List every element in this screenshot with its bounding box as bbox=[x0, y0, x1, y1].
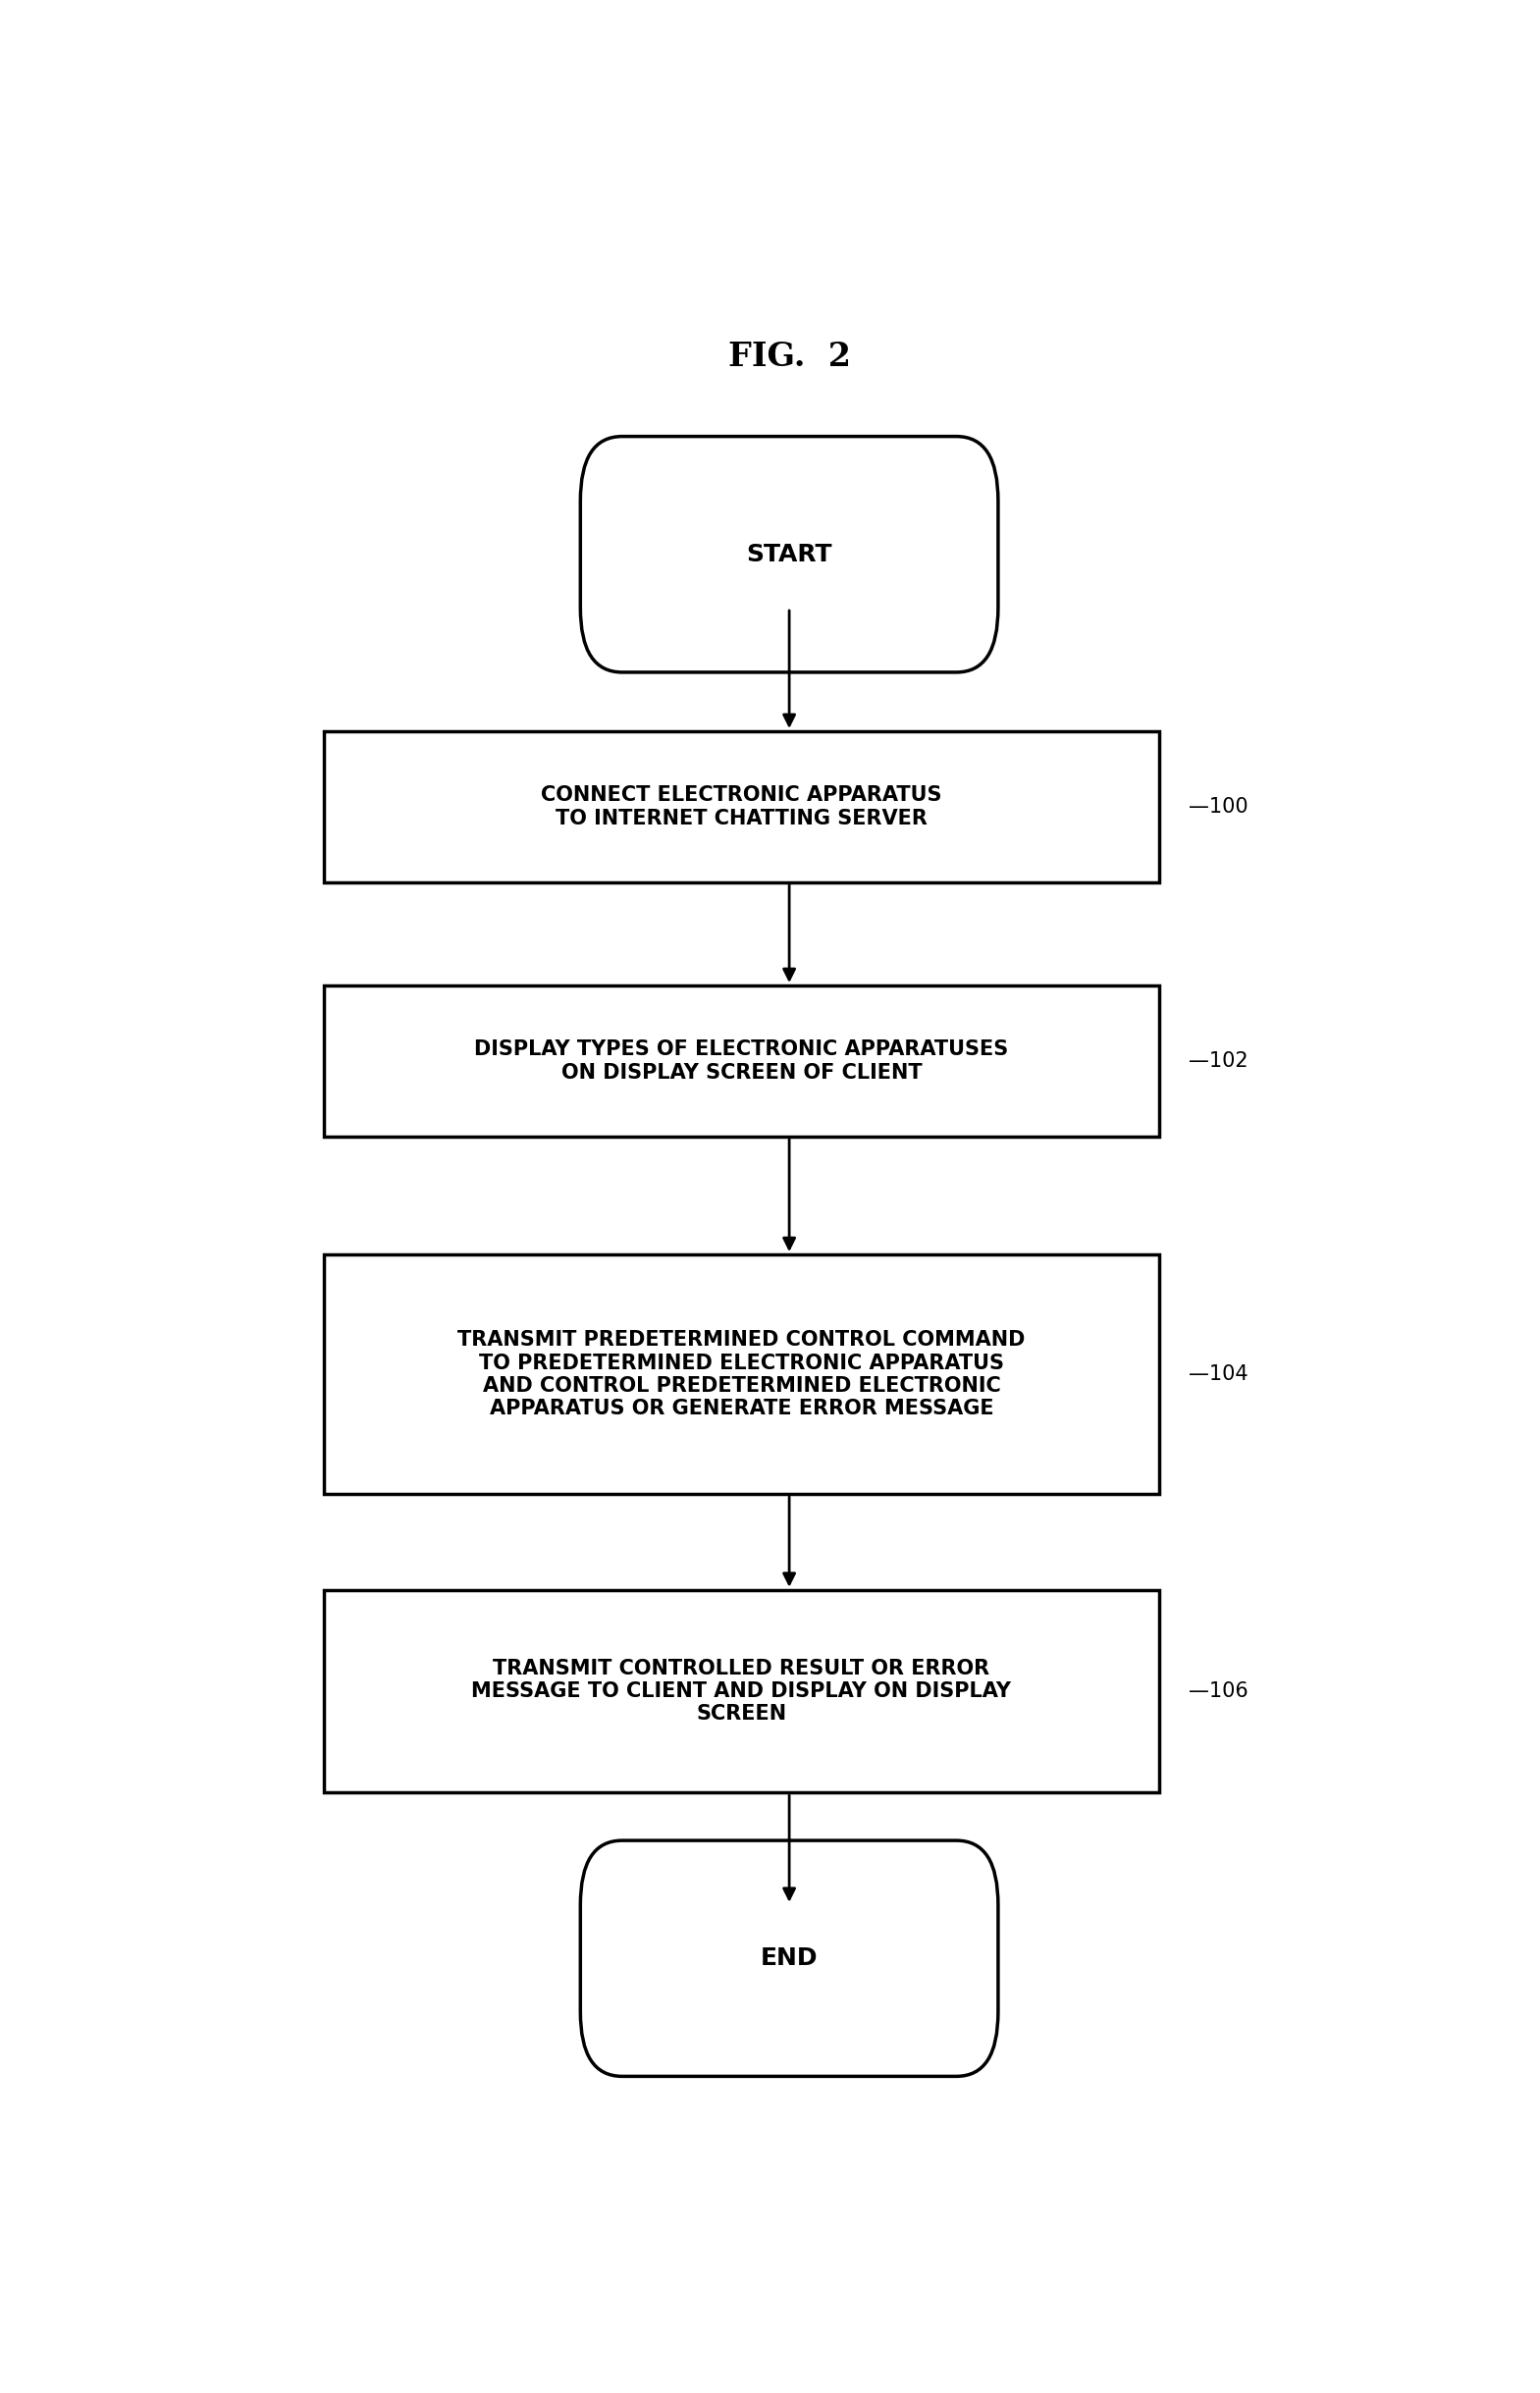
Text: END: END bbox=[761, 1946, 818, 1969]
FancyBboxPatch shape bbox=[581, 436, 998, 672]
Text: —102: —102 bbox=[1189, 1051, 1249, 1072]
Text: —104: —104 bbox=[1189, 1364, 1249, 1383]
FancyBboxPatch shape bbox=[323, 732, 1160, 883]
FancyBboxPatch shape bbox=[581, 1840, 998, 2077]
Text: —106: —106 bbox=[1189, 1682, 1249, 1701]
Text: START: START bbox=[747, 543, 832, 567]
Text: DISPLAY TYPES OF ELECTRONIC APPARATUSES
ON DISPLAY SCREEN OF CLIENT: DISPLAY TYPES OF ELECTRONIC APPARATUSES … bbox=[474, 1041, 1009, 1082]
FancyBboxPatch shape bbox=[323, 986, 1160, 1137]
Text: —100: —100 bbox=[1189, 797, 1249, 816]
FancyBboxPatch shape bbox=[323, 1589, 1160, 1792]
FancyBboxPatch shape bbox=[323, 1254, 1160, 1493]
Text: TRANSMIT CONTROLLED RESULT OR ERROR
MESSAGE TO CLIENT AND DISPLAY ON DISPLAY
SCR: TRANSMIT CONTROLLED RESULT OR ERROR MESS… bbox=[471, 1658, 1012, 1723]
Text: TRANSMIT PREDETERMINED CONTROL COMMAND
TO PREDETERMINED ELECTRONIC APPARATUS
AND: TRANSMIT PREDETERMINED CONTROL COMMAND T… bbox=[457, 1331, 1026, 1419]
Text: CONNECT ELECTRONIC APPARATUS
TO INTERNET CHATTING SERVER: CONNECT ELECTRONIC APPARATUS TO INTERNET… bbox=[541, 785, 942, 828]
Text: FIG.  2: FIG. 2 bbox=[728, 340, 850, 373]
